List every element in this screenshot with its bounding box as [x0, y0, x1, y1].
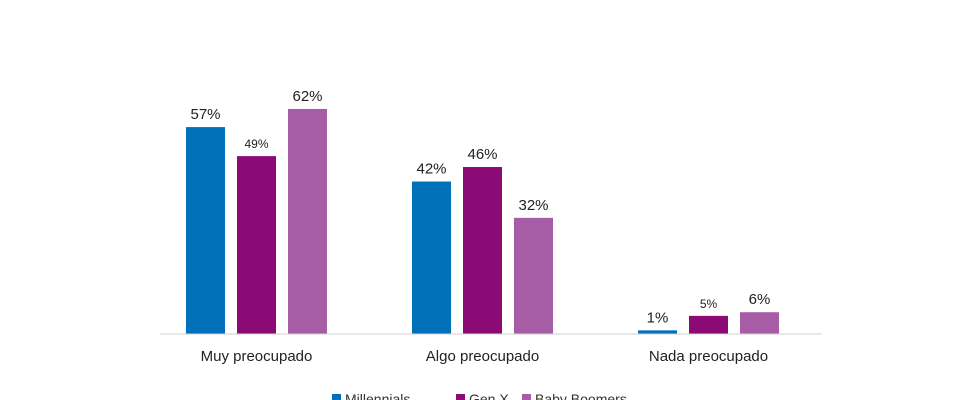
data-label-baby-boomers-nada-preocupado: 6%	[749, 291, 771, 308]
category-label-muy-preocupado: Muy preocupado	[201, 348, 313, 365]
bar-gen-x-nada-preocupado	[689, 315, 728, 334]
category-labels-layer: Muy preocupado Algo preocupado Nada preocu…	[201, 348, 769, 365]
bar-millennials-nada-preocupado	[638, 330, 677, 334]
bars-layer	[186, 108, 779, 334]
legend-label-baby-boomers: Baby Boomers	[535, 391, 627, 400]
data-label-millennials-muy-preocupado: 57%	[190, 106, 220, 123]
bar-millennials-algo-preocupado	[412, 181, 451, 334]
data-label-gen-x-nada-preocupado: 5%	[700, 297, 718, 311]
bar-gen-x-algo-preocupado	[463, 167, 502, 334]
legend-swatch-baby-boomers	[522, 394, 531, 400]
bar-baby-boomers-muy-preocupado	[288, 108, 327, 334]
legend: Millennials Gen X Baby Boomers	[332, 391, 627, 400]
data-label-baby-boomers-muy-preocupado: 62%	[292, 88, 322, 105]
legend-swatch-millennials	[332, 394, 341, 400]
legend-swatch-gen-x	[456, 394, 465, 400]
legend-label-gen-x: Gen X	[469, 391, 509, 400]
category-label-algo-preocupado: Algo preocupado	[426, 348, 539, 365]
legend-label-millennials: Millennials	[345, 391, 410, 400]
bar-baby-boomers-algo-preocupado	[514, 217, 553, 334]
data-label-millennials-nada-preocupado: 1%	[647, 309, 669, 326]
bar-baby-boomers-nada-preocupado	[740, 312, 779, 334]
data-label-millennials-algo-preocupado: 42%	[416, 161, 446, 178]
bar-millennials-muy-preocupado	[186, 127, 225, 334]
data-label-gen-x-algo-preocupado: 46%	[467, 146, 497, 163]
bar-gen-x-muy-preocupado	[237, 156, 276, 334]
data-labels-layer: 57% 49% 62% 42% 46% 32% 1% 5% 6%	[190, 88, 770, 326]
data-label-gen-x-muy-preocupado: 49%	[244, 137, 268, 151]
data-label-baby-boomers-algo-preocupado: 32%	[518, 197, 548, 214]
category-label-nada-preocupado: Nada preocupado	[649, 348, 768, 365]
